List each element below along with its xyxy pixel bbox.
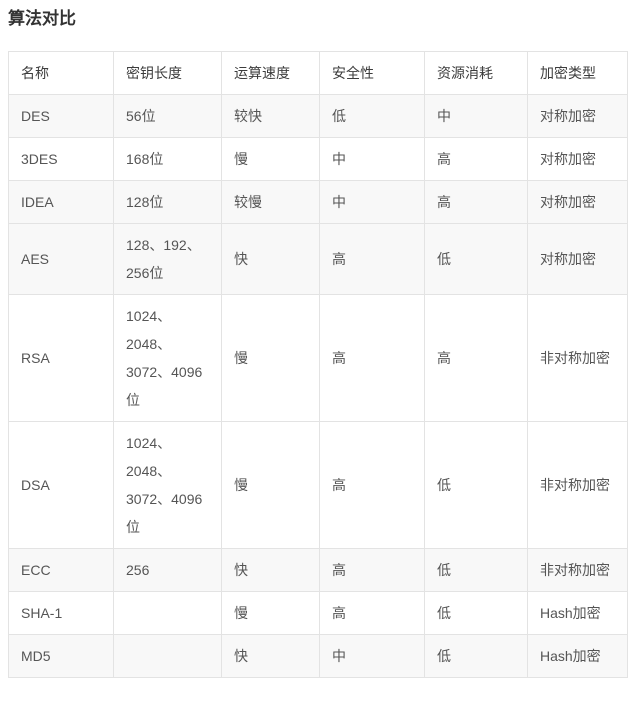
cell-resource: 中 <box>424 94 528 138</box>
column-header-key_length: 密钥长度 <box>113 51 222 95</box>
table-row-aes: AES 128、192、256位快高低对称加密 <box>8 223 628 295</box>
cell-key_length: 56位 <box>113 94 222 138</box>
table-row-idea: IDEA 128位 较慢中高对称加密 <box>8 180 628 224</box>
cell-resource: 低 <box>424 548 528 592</box>
column-header-security: 安全性 <box>319 51 425 95</box>
cell-key_length <box>113 591 222 635</box>
cell-speed: 慢 <box>221 137 320 181</box>
cell-name: MD5 <box>8 634 114 678</box>
cell-speed: 快 <box>221 223 320 295</box>
cell-security: 高 <box>319 223 425 295</box>
column-header-resource: 资源消耗 <box>424 51 528 95</box>
cell-security: 中 <box>319 634 425 678</box>
cell-name: 3DES <box>8 137 114 181</box>
cell-key_length: 128位 <box>113 180 222 224</box>
cell-speed: 慢 <box>221 591 320 635</box>
cell-speed: 快 <box>221 634 320 678</box>
cell-type: 对称加密 <box>527 94 628 138</box>
cell-key_length: 168位 <box>113 137 222 181</box>
cell-resource: 高 <box>424 180 528 224</box>
cell-name: AES <box>8 223 114 295</box>
column-header-type: 加密类型 <box>527 51 628 95</box>
cell-key_length: 1024、2048、3072、4096位 <box>113 421 222 549</box>
table-row-rsa: RSA 1024、2048、3072、4096位慢高高非对称加密 <box>8 294 628 422</box>
cell-key_length: 256 <box>113 548 222 592</box>
cell-name: IDEA <box>8 180 114 224</box>
cell-security: 高 <box>319 294 425 422</box>
cell-security: 中 <box>319 180 425 224</box>
table-row-sha-1: SHA-1 慢高低 Hash加密 <box>8 591 628 635</box>
table-row-3des: 3DES 168位慢中高对称加密 <box>8 137 628 181</box>
page-title: 算法对比 <box>8 9 76 28</box>
cell-security: 中 <box>319 137 425 181</box>
cell-type: 对称加密 <box>527 223 628 295</box>
cell-name: ECC <box>8 548 114 592</box>
cell-speed: 较慢 <box>221 180 320 224</box>
cell-key_length <box>113 634 222 678</box>
cell-type: 非对称加密 <box>527 548 628 592</box>
table-row-des: DES 56位 较快低中对称加密 <box>8 94 628 138</box>
cell-type: Hash加密 <box>527 591 628 635</box>
header-row: 名称 密钥长度 运算速度 安全性 资源消耗 加密类型 <box>8 51 628 95</box>
cell-speed: 较快 <box>221 94 320 138</box>
cell-name: RSA <box>8 294 114 422</box>
cell-security: 高 <box>319 591 425 635</box>
cell-speed: 慢 <box>221 421 320 549</box>
cell-resource: 高 <box>424 137 528 181</box>
cell-name: DES <box>8 94 114 138</box>
column-header-speed: 运算速度 <box>221 51 320 95</box>
cell-type: 对称加密 <box>527 180 628 224</box>
table-row-md5: MD5 快中低 Hash加密 <box>8 634 628 678</box>
cell-resource: 低 <box>424 223 528 295</box>
table-row-ecc: ECC 256 快高低非对称加密 <box>8 548 628 592</box>
cell-type: 非对称加密 <box>527 294 628 422</box>
cell-security: 高 <box>319 548 425 592</box>
cell-type: Hash加密 <box>527 634 628 678</box>
table-header: 名称 密钥长度 运算速度 安全性 资源消耗 加密类型 <box>8 51 628 95</box>
table-row-dsa: DSA 1024、2048、3072、4096位慢高低非对称加密 <box>8 421 628 549</box>
cell-key_length: 1024、2048、3072、4096位 <box>113 294 222 422</box>
column-header-name: 名称 <box>8 51 114 95</box>
cell-security: 低 <box>319 94 425 138</box>
cell-speed: 快 <box>221 548 320 592</box>
cell-type: 对称加密 <box>527 137 628 181</box>
cell-security: 高 <box>319 421 425 549</box>
cell-type: 非对称加密 <box>527 421 628 549</box>
table-body: DES 56位 较快低中对称加密 3DES 168位慢中高对称加密 IDEA 128位 较慢中… <box>8 94 628 678</box>
cell-name: SHA-1 <box>8 591 114 635</box>
cell-resource: 高 <box>424 294 528 422</box>
cell-resource: 低 <box>424 421 528 549</box>
algorithm-comparison-table: 名称 密钥长度 运算速度 安全性 资源消耗 加密类型 DES 56位 较快低中对称加密 3DES… <box>8 51 628 678</box>
cell-key_length: 128、192、256位 <box>113 223 222 295</box>
cell-speed: 慢 <box>221 294 320 422</box>
cell-name: DSA <box>8 421 114 549</box>
cell-resource: 低 <box>424 634 528 678</box>
cell-resource: 低 <box>424 591 528 635</box>
